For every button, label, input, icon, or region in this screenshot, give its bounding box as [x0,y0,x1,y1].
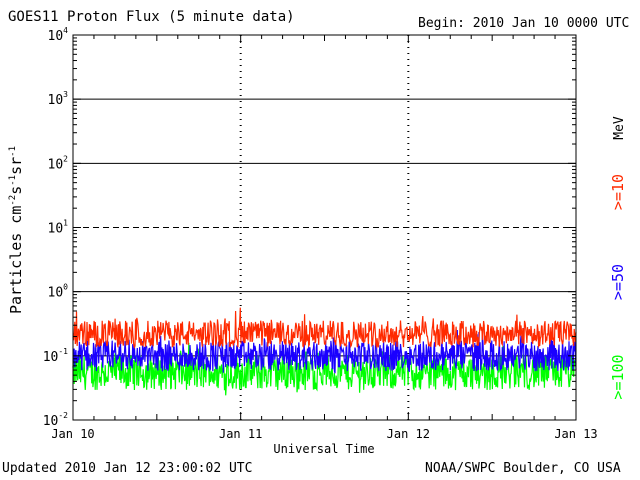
y-tick-label: 10-1 [43,347,68,365]
x-tick-label: Jan 10 [51,427,94,441]
credit-label: NOAA/SWPC Boulder, CO USA [425,461,621,476]
updated-timestamp: Updated 2010 Jan 12 23:00:02 UTC [2,461,253,476]
legend-ge50: >=50 [609,264,627,300]
x-tick-label: Jan 13 [554,427,597,441]
y-tick-label: 100 [48,283,69,301]
y-tick-label: 104 [48,26,69,44]
series-lines [72,307,577,396]
y-tick-label: 101 [48,219,69,237]
y-tick-label: 10-2 [43,411,68,429]
y-tick-label: 102 [48,154,69,172]
x-tick-labels: Jan 10 Jan 11 Jan 12 Jan 13 [51,427,597,441]
svg-text:Particles cm-2s-1sr-1: Particles cm-2s-1sr-1 [7,146,25,314]
legend-unit-mev: MeV [612,116,627,140]
x-tick-label: Jan 12 [387,427,430,441]
y-axis-label: Particles cm-2s-1sr-1 [7,146,25,314]
legend-ge10: >=10 [609,174,627,210]
series-line-2 [72,342,577,396]
begin-time-label: Begin: 2010 Jan 10 0000 UTC [418,16,630,31]
x-axis-label: Universal Time [273,442,374,456]
x-tick-label: Jan 11 [219,427,262,441]
axis-ticks [72,34,577,421]
legend-ge100: >=100 [609,354,627,399]
series-line-0 [72,307,577,349]
chart-title: GOES11 Proton Flux (5 minute data) [8,9,295,25]
y-tick-label: 103 [48,90,69,108]
series-line-1 [72,328,577,374]
y-tick-labels: 10-2 10-1 100 101 102 103 104 [43,26,68,429]
